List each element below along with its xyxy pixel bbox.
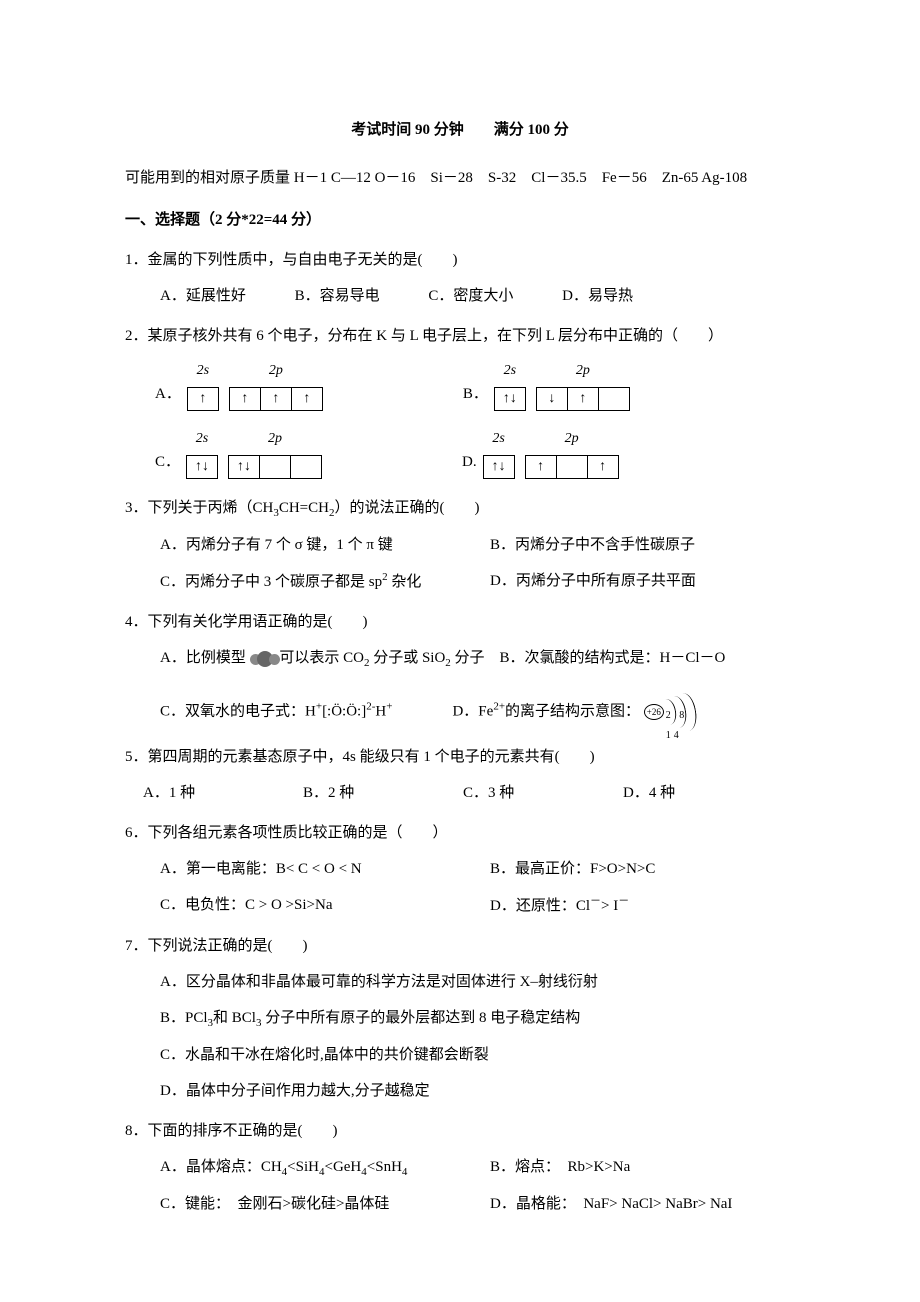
question-8: 8．下面的排序不正确的是( ) A．晶体熔点：CH4<SiH4<GeH4<SnH… (125, 1116, 795, 1219)
q8-opt-a: A．晶体熔点：CH4<SiH4<GeH4<SnH4 (160, 1152, 490, 1183)
q5-opt-c: C．3 种 (463, 778, 623, 808)
question-7: 7．下列说法正确的是( ) A．区分晶体和非晶体最可靠的科学方法是对固体进行 X… (125, 931, 795, 1106)
q2-opt-d: D. 2s ↑↓ 2p ↑ ↑ (462, 425, 619, 479)
q6-opt-c: C．电负性：C > O >Si>Na (160, 890, 490, 921)
question-5: 5．第四周期的元素基态原子中，4s 能级只有 1 个电子的元素共有( ) A．1… (125, 742, 795, 808)
q3-opt-d: D．丙烯分子中所有原子共平面 (490, 566, 795, 597)
q8-text: 8．下面的排序不正确的是( ) (125, 1116, 795, 1146)
exam-header: 考试时间 90 分钟 满分 100 分 (125, 115, 795, 145)
q4-opt-a-b: A．比例模型 可以表示 CO2 分子或 SiO2 分子 B．次氯酸的结构式是：H… (125, 643, 795, 674)
q2-opt-b: B． 2s ↑↓ 2p ↓ ↑ (463, 357, 630, 411)
q1-opt-d: D．易导热 (562, 281, 633, 311)
q3-opt-c: C．丙烯分子中 3 个碳原子都是 sp2 杂化 (160, 566, 490, 597)
q7-opt-b: B．PCl3和 BCl3 分子中所有原子的最外层都达到 8 电子稳定结构 (125, 1003, 795, 1034)
q8-opt-c: C．键能： 金刚石>碳化硅>晶体硅 (160, 1189, 490, 1219)
q6-text: 6．下列各组元素各项性质比较正确的是（ ） (125, 818, 795, 848)
q1-text: 1．金属的下列性质中，与自由电子无关的是( ) (125, 245, 795, 275)
q3-text: 3．下列关于丙烯（CH3CH=CH2）的说法正确的( ) (125, 493, 795, 524)
ball-model-icon (250, 644, 276, 674)
q8-opt-b: B．熔点： Rb>K>Na (490, 1152, 795, 1183)
question-4: 4．下列有关化学用语正确的是( ) A．比例模型 可以表示 CO2 分子或 Si… (125, 607, 795, 732)
q4-opt-b: B．次氯酸的结构式是：H－Cl－O (500, 650, 726, 666)
question-1: 1．金属的下列性质中，与自由电子无关的是( ) A．延展性好 B．容易导电 C．… (125, 245, 795, 311)
q1-opt-a: A．延展性好 (160, 281, 246, 311)
q1-opt-c: C．密度大小 (428, 281, 513, 311)
section-title: 一、选择题（2 分*22=44 分） (125, 205, 795, 235)
question-3: 3．下列关于丙烯（CH3CH=CH2）的说法正确的( ) A．丙烯分子有 7 个… (125, 493, 795, 597)
q4-text: 4．下列有关化学用语正确的是( ) (125, 607, 795, 637)
question-2: 2．某原子核外共有 6 个电子，分布在 K 与 L 电子层上，在下列 L 层分布… (125, 321, 795, 479)
q6-opt-a: A．第一电离能：B< C < O < N (160, 854, 490, 884)
q5-opt-d: D．4 种 (623, 778, 783, 808)
q3-opt-a: A．丙烯分子有 7 个 σ 键，1 个 π 键 (160, 530, 490, 560)
q5-text: 5．第四周期的元素基态原子中，4s 能级只有 1 个电子的元素共有( ) (125, 742, 795, 772)
atomic-mass-info: 可能用到的相对原子质量 H－1 C—12 O－16 Si－28 S-32 Cl－… (125, 163, 795, 193)
q7-text: 7．下列说法正确的是( ) (125, 931, 795, 961)
q8-opt-d: D．晶格能： NaF> NaCl> NaBr> NaI (490, 1189, 795, 1219)
q7-opt-a: A．区分晶体和非晶体最可靠的科学方法是对固体进行 X–射线衍射 (125, 967, 795, 997)
q2-opt-a: A． 2s ↑ 2p ↑ ↑ ↑ (155, 357, 323, 411)
q5-opt-a: A．1 种 (143, 778, 303, 808)
q3-opt-b: B．丙烯分子中不含手性碳原子 (490, 530, 795, 560)
q1-opt-b: B．容易导电 (295, 281, 380, 311)
q7-opt-d: D．晶体中分子间作用力越大,分子越稳定 (125, 1076, 795, 1106)
q7-opt-c: C．水晶和干冰在熔化时,晶体中的共价键都会断裂 (125, 1040, 795, 1070)
q6-opt-d: D．还原性：Cl－> I－ (490, 890, 795, 921)
ion-structure-icon: +26 2 8 14 (644, 692, 704, 732)
question-6: 6．下列各组元素各项性质比较正确的是（ ） A．第一电离能：B< C < O <… (125, 818, 795, 921)
q4-opt-c-d: C．双氧水的电子式：H+[:Ö:Ö:]2-H+ D．Fe2+的离子结构示意图： … (125, 692, 795, 732)
q6-opt-b: B．最高正价：F>O>N>C (490, 854, 795, 884)
q2-opt-c: C． 2s ↑↓ 2p ↑↓ (155, 425, 322, 479)
q5-opt-b: B．2 种 (303, 778, 463, 808)
q2-text: 2．某原子核外共有 6 个电子，分布在 K 与 L 电子层上，在下列 L 层分布… (125, 321, 795, 351)
